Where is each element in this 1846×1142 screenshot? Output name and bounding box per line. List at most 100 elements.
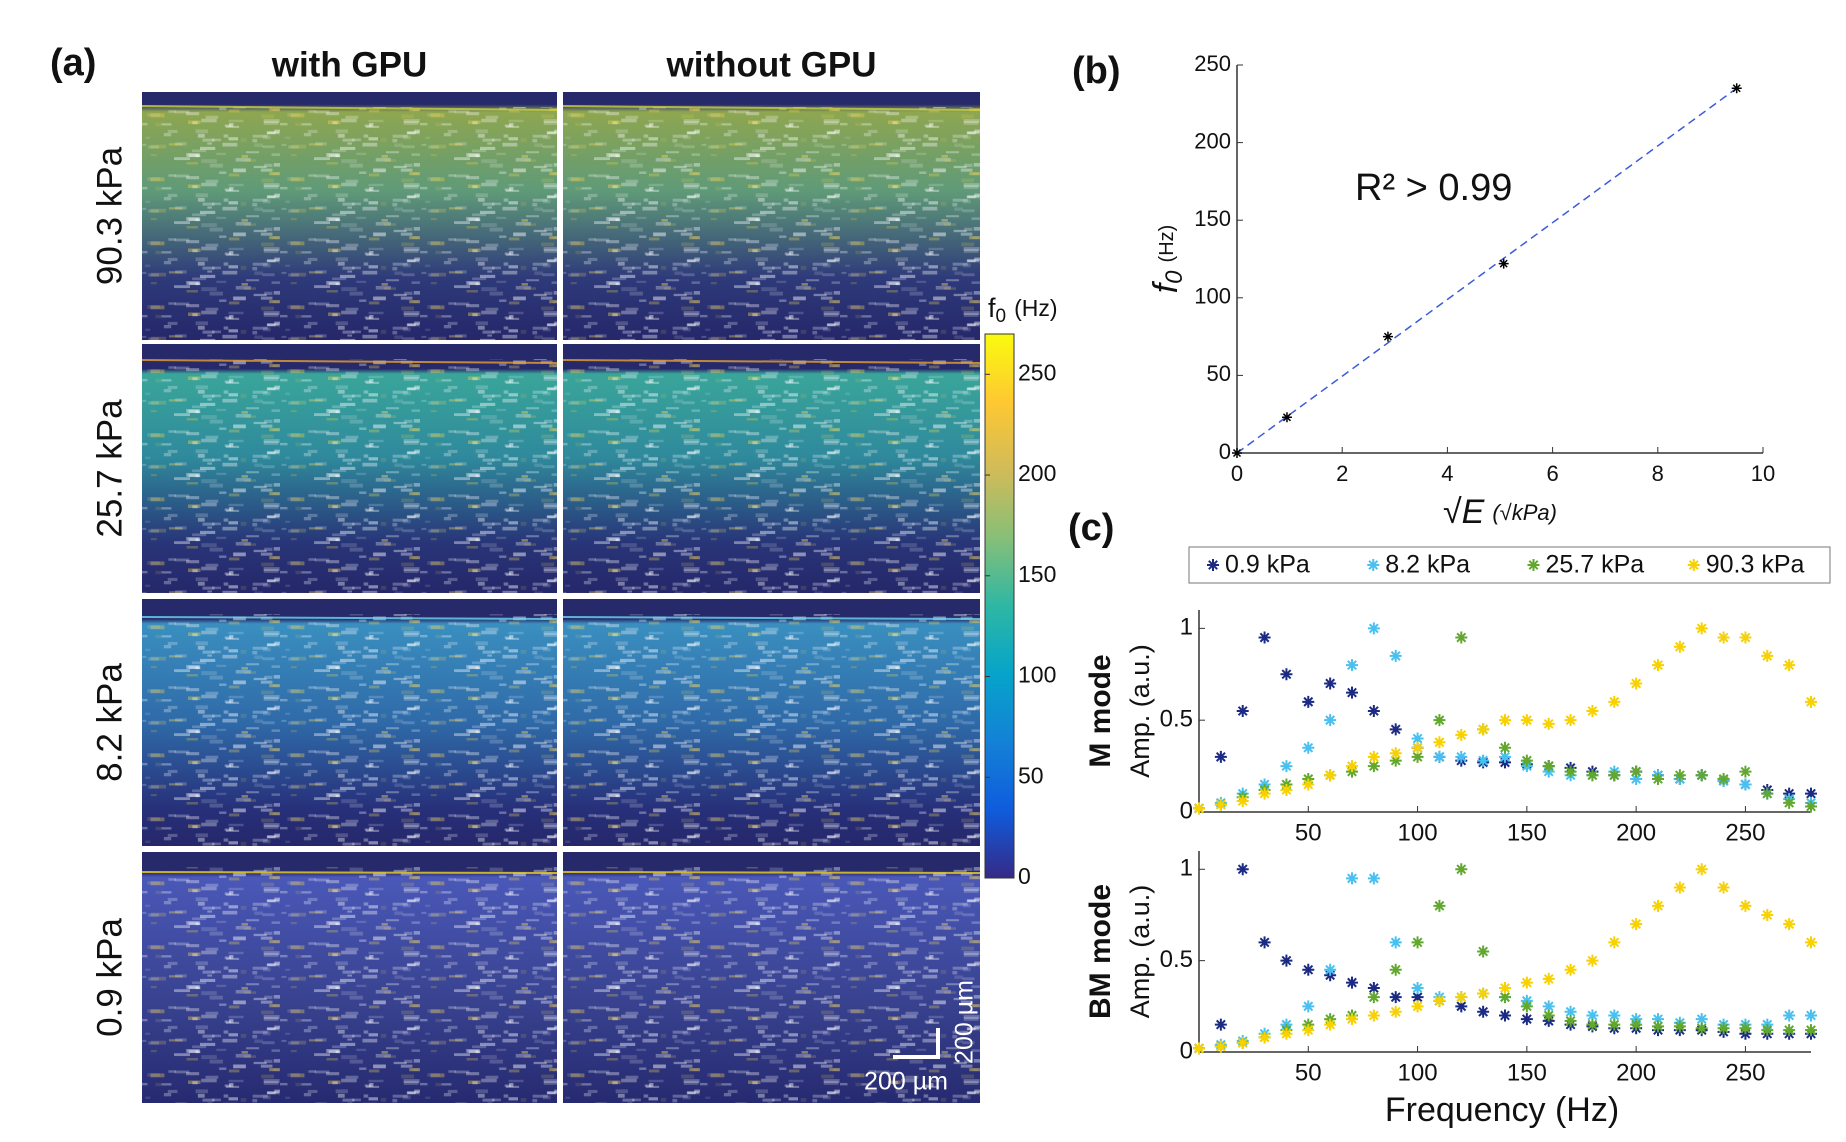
data-point	[1586, 705, 1599, 717]
data-point	[1761, 787, 1774, 800]
scale-bar-y-label: 200 µm	[951, 980, 979, 1064]
x-tick-label: 150	[1507, 1059, 1547, 1086]
data-point	[1783, 1009, 1796, 1022]
data-point	[1389, 754, 1402, 767]
legend-marker	[1687, 559, 1700, 571]
data-point	[1346, 1013, 1358, 1026]
data-point	[1520, 976, 1533, 989]
data-point	[1805, 787, 1817, 800]
data-point	[1258, 787, 1271, 800]
surface-line	[562, 105, 981, 111]
data-point	[1499, 1009, 1511, 1022]
data-point	[1281, 412, 1292, 423]
data-point	[1346, 659, 1358, 672]
heatmap-texture	[563, 867, 980, 1103]
data-point	[1608, 1018, 1621, 1031]
data-point	[1739, 778, 1752, 791]
data-point	[1433, 736, 1446, 749]
data-point	[1477, 1005, 1490, 1018]
y-axis-label-sub: 0	[1161, 270, 1188, 284]
scale-bar-x-label: 200 µm	[864, 1068, 948, 1096]
data-point	[1302, 778, 1315, 791]
row-label: 90.3 kPa	[90, 146, 129, 285]
data-point	[1717, 631, 1730, 644]
data-point	[1761, 908, 1774, 921]
data-point	[1455, 863, 1468, 876]
data-point	[1455, 728, 1468, 741]
legend-marker	[1207, 559, 1219, 571]
data-point	[1346, 872, 1358, 885]
y-tick-label: 0.5	[1160, 706, 1193, 733]
data-point	[1783, 918, 1796, 931]
data-point	[1673, 769, 1686, 782]
data-point	[1739, 765, 1752, 778]
data-point	[1324, 769, 1337, 782]
colorbar-tick-label: 0	[1018, 863, 1031, 889]
y-axis-label-unit: (Hz)	[1156, 225, 1178, 263]
row-label: 25.7 kPa	[90, 399, 129, 538]
data-point	[1411, 936, 1424, 949]
surface-line	[562, 359, 981, 364]
data-point	[1739, 1022, 1752, 1035]
data-point	[1673, 640, 1686, 653]
data-point	[1739, 899, 1752, 912]
legend-label: 25.7 kPa	[1546, 551, 1645, 579]
data-point	[1805, 936, 1817, 949]
data-point	[1477, 723, 1490, 736]
data-point	[1695, 863, 1708, 876]
data-point	[1542, 972, 1555, 985]
data-point	[1302, 963, 1315, 976]
column-title: with GPU	[271, 45, 428, 84]
data-point	[1214, 798, 1227, 811]
colorbar-tick-label: 100	[1018, 662, 1056, 688]
colorbar-label-sub: 0	[996, 306, 1007, 327]
colorbar-label-unit: (Hz)	[1014, 295, 1057, 321]
data-point	[1542, 1009, 1555, 1022]
data-point	[1695, 1022, 1708, 1035]
x-tick-label: 2	[1336, 461, 1348, 486]
data-point	[1499, 991, 1511, 1004]
data-point	[1367, 991, 1380, 1004]
y-tick-label: 0	[1180, 797, 1193, 824]
data-point	[1382, 331, 1393, 342]
x-tick-label: 0	[1231, 461, 1243, 486]
data-point	[1258, 936, 1271, 949]
data-point	[1761, 1024, 1774, 1037]
data-point	[1477, 754, 1490, 767]
y-tick-label: 0	[1219, 439, 1231, 464]
data-point	[1346, 686, 1358, 699]
data-point	[1520, 714, 1533, 727]
data-point	[1630, 918, 1643, 931]
data-point	[1520, 1013, 1533, 1026]
data-point	[1542, 760, 1555, 773]
legend-marker	[1527, 559, 1540, 571]
surface-line	[141, 105, 558, 111]
panel-label: (b)	[1072, 50, 1121, 92]
data-point	[1433, 750, 1446, 763]
heatmap-texture	[142, 359, 557, 593]
data-point	[1411, 732, 1424, 745]
data-point	[1652, 1020, 1664, 1033]
y-tick-label: 0.5	[1160, 946, 1193, 973]
heatmap-texture	[142, 867, 557, 1103]
data-point	[1433, 714, 1446, 727]
legend-label: 90.3 kPa	[1706, 551, 1805, 579]
data-point	[1630, 772, 1643, 785]
x-axis-label-unit: (√kPa)	[1492, 500, 1557, 525]
x-tick-label: 100	[1398, 819, 1438, 846]
annotation: R² > 0.99	[1355, 167, 1512, 209]
data-point	[1695, 769, 1708, 782]
data-point	[1411, 991, 1424, 1004]
data-point	[1783, 796, 1796, 809]
legend-label: 8.2 kPa	[1385, 551, 1470, 579]
data-point	[1280, 668, 1293, 681]
data-point	[1193, 802, 1205, 815]
row-label: 0.9 kPa	[90, 918, 129, 1037]
panel-label: (a)	[50, 42, 96, 84]
data-point	[1783, 659, 1796, 672]
heatmap-texture	[142, 614, 557, 846]
data-point	[1717, 881, 1730, 894]
data-point	[1389, 936, 1402, 949]
data-point	[1805, 800, 1817, 813]
